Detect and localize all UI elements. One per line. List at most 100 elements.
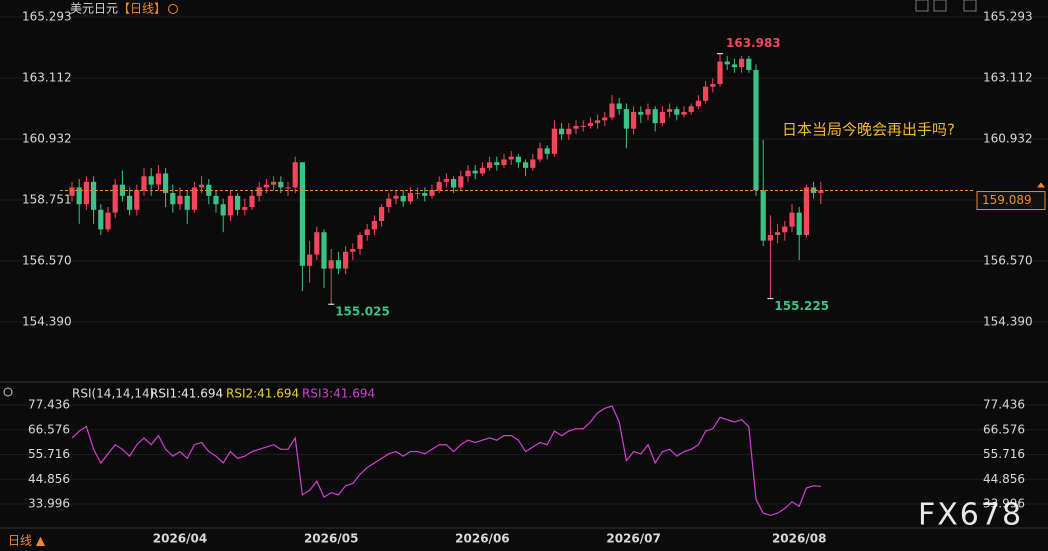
- candle-body: [335, 260, 341, 269]
- candle-body: [422, 193, 428, 196]
- rsi-title: RSI(14,14,14): [72, 387, 154, 401]
- tool-button[interactable]: [963, 0, 977, 12]
- candle-body: [681, 111, 687, 115]
- candle-body: [731, 64, 737, 68]
- candle-body: [184, 195, 190, 210]
- candle-body: [98, 209, 104, 230]
- candle-body: [508, 156, 514, 160]
- candle-body: [451, 179, 457, 188]
- y-tick-label: 44.856: [28, 472, 70, 486]
- candle-body: [263, 184, 269, 188]
- candle-body: [83, 181, 89, 205]
- annotation: 日本当局今晚会再出手吗?: [782, 121, 955, 139]
- candle-body: [724, 61, 730, 65]
- candle-body: [357, 235, 363, 249]
- candle-body: [350, 248, 356, 252]
- price-tag: [976, 191, 1046, 211]
- high-label: 163.983: [726, 36, 781, 50]
- candle-body: [573, 125, 579, 129]
- candle-body: [256, 187, 262, 196]
- candle-body: [213, 195, 219, 205]
- candle-body: [530, 159, 536, 168]
- candle-body: [695, 100, 701, 107]
- candle-body: [638, 111, 644, 115]
- candle-body: [249, 195, 255, 208]
- candle-body: [220, 204, 226, 216]
- candle-body: [127, 195, 133, 210]
- y-tick-label: 66.576: [28, 422, 70, 436]
- candle-body: [479, 167, 485, 174]
- chart-title: 美元日元: [70, 2, 118, 16]
- rsi-icon[interactable]: [3, 387, 13, 397]
- candle-body: [163, 173, 169, 194]
- candle-body: [472, 170, 478, 174]
- candle-body: [379, 207, 385, 222]
- y-tick-label: 163.112: [983, 71, 1033, 85]
- candle-body: [595, 120, 601, 124]
- candle-body: [112, 184, 118, 213]
- candle-body: [436, 181, 442, 191]
- candle-body: [206, 184, 212, 196]
- candle-body: [674, 109, 680, 115]
- candle-body: [227, 195, 233, 216]
- candle-body: [429, 190, 435, 196]
- price-tag-label: 159.089: [982, 193, 1032, 207]
- rsi-line: [71, 405, 821, 517]
- candle-body: [307, 254, 313, 266]
- candle-body: [328, 260, 334, 269]
- y-tick-label: 55.716: [28, 447, 70, 461]
- x-tick-label: 2026/06: [455, 532, 509, 546]
- candle-body: [141, 176, 147, 191]
- toolbar: [915, 0, 977, 12]
- candle-body: [767, 235, 773, 241]
- y-tick-label: 163.112: [22, 71, 72, 85]
- y-tick-label: 44.856: [983, 472, 1025, 486]
- y-tick-label: 156.570: [22, 254, 72, 268]
- candle-body: [645, 109, 651, 115]
- candle-body: [667, 109, 673, 112]
- y-tick-label: 160.932: [22, 131, 72, 145]
- y-tick-label: 156.570: [983, 254, 1033, 268]
- candle-body: [523, 162, 529, 168]
- candle-body: [76, 187, 82, 205]
- candle-body: [494, 162, 500, 166]
- candle-body: [400, 195, 406, 202]
- candle-body: [170, 193, 176, 205]
- candle-body: [299, 162, 305, 266]
- candle-body: [652, 109, 658, 124]
- legend-entry: RSI1:41.694: [150, 387, 223, 401]
- candle-body: [580, 125, 586, 127]
- footer[interactable]: 日线 ▲: [8, 534, 46, 548]
- candle-body: [782, 226, 788, 233]
- y-tick-label: 55.716: [983, 447, 1025, 461]
- candle-body: [393, 195, 399, 199]
- candle-body: [343, 251, 349, 269]
- candle-body: [796, 212, 802, 236]
- candle-body: [537, 148, 543, 160]
- candle-body: [631, 111, 637, 129]
- settings-icon[interactable]: [168, 4, 178, 14]
- candle-body: [703, 86, 709, 101]
- candle-body: [659, 111, 665, 124]
- x-tick-label: 2026/04: [153, 532, 207, 546]
- candle-body: [609, 103, 615, 118]
- candle-body: [292, 162, 298, 188]
- y-tick-label: 77.436: [28, 398, 70, 412]
- candle-body: [105, 212, 111, 230]
- tool-button[interactable]: [915, 0, 929, 12]
- candle-body: [551, 128, 557, 154]
- candle-body: [465, 170, 471, 177]
- candle-body: [314, 232, 320, 255]
- candle-body: [753, 69, 759, 191]
- candle-body: [775, 232, 781, 236]
- x-tick-label: 2026/07: [606, 532, 660, 546]
- candle-body: [789, 212, 795, 227]
- candle-body: [746, 58, 752, 70]
- candle-body: [443, 179, 449, 182]
- tool-button[interactable]: [933, 0, 947, 12]
- candle-body: [566, 128, 572, 135]
- y-tick-label: 33.996: [28, 497, 70, 511]
- legend-entry: RSI3:41.694: [302, 387, 375, 401]
- y-tick-label: 154.390: [983, 315, 1033, 329]
